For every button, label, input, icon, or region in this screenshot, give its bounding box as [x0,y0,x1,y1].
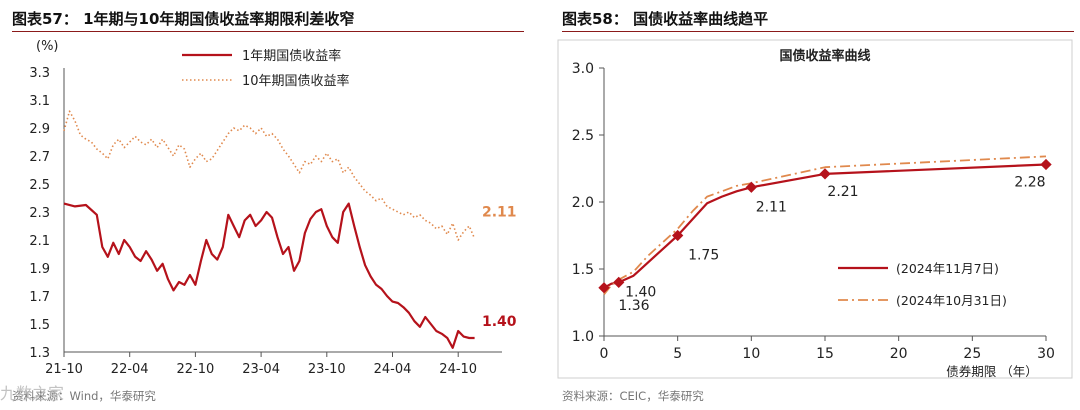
y-tick-label: 2.3 [29,206,50,221]
plot-frame [557,39,1073,379]
y-tick-label: 1.7 [29,290,50,305]
series-oct31-curve [603,155,1047,296]
series-1y-yield-line [63,202,475,349]
x-tick-label: 5 [673,346,682,362]
x-tick-label: 23-10 [308,362,346,377]
right-source-note: 资料来源：CEIC，华泰研究 [562,389,704,403]
legend-label-1y: 1年期国债收益率 [242,48,341,64]
watermark-logo: 九数之家 [0,384,65,403]
x-axis-title: 债券期限 （年） [946,364,1037,379]
x-tick-label: 21-10 [45,362,83,377]
right-figure-title: 图表58： 国债收益率曲线趋平 [562,10,769,28]
left-line-chart: (%) 1.3 1.5 1.7 1.9 2.1 2.3 2.5 2.7 2.9 3.1 3.3 21-1… [29,39,517,377]
x-tick-label: 24-10 [439,362,477,377]
data-point-marker [819,168,831,180]
x-tick-label: 15 [816,346,834,362]
legend-label-oct31: (2024年10月31日) [896,293,1007,308]
y-tick-label: 1.5 [29,318,50,333]
x-tick-label: 24-04 [374,362,412,377]
y-tick-label: 2.9 [29,122,50,137]
data-label: 1.75 [688,248,719,264]
x-tick-label: 20 [890,346,908,362]
series-10y-yield-line [63,110,476,241]
x-tick-label: 10 [742,346,760,362]
y-tick-label: 2.5 [572,128,594,144]
y-tick-label: 3.3 [29,66,50,81]
y-tick-label: 3.0 [572,61,594,77]
x-tick-label: 25 [963,346,981,362]
x-tick-label: 22-10 [177,362,215,377]
right-figure-panel: 图表58： 国债收益率曲线趋平 国债收益率曲线 1.0 1.5 2.0 2.5 3.0 0 5… [550,0,1080,410]
y-tick-label: 3.1 [29,94,50,109]
data-label: 1.36 [618,298,649,314]
data-point-marker [1040,158,1052,171]
x-tick-label: 0 [600,346,609,362]
chart-title: 国债收益率曲线 [779,48,870,64]
data-point-marker [598,282,610,294]
x-tick-label: 30 [1037,346,1055,362]
y-tick-label: 2.0 [572,195,594,211]
x-tick-label: 22-04 [111,362,149,377]
y-tick-label: 2.7 [29,150,50,165]
legend-label-nov7: (2024年11月7日) [896,261,999,276]
data-label: 1.40 [625,284,656,300]
y-unit-label: (%) [36,39,59,54]
end-label-1y: 1.40 [482,314,517,330]
left-title-rule [12,31,524,32]
right-title-rule [562,31,1074,32]
left-figure-title: 图表57： 1年期与10年期国债收益率期限利差收窄 [12,10,355,28]
y-tick-label: 2.5 [29,178,50,193]
y-tick-label: 1.9 [29,262,50,277]
data-label: 2.28 [1014,174,1045,190]
y-tick-label: 1.3 [29,346,50,361]
legend-label-10y: 10年期国债收益率 [242,73,350,89]
y-tick-label: 1.0 [572,329,594,345]
end-label-10y: 2.11 [482,205,517,221]
left-source-note: 资料来源：Wind，华泰研究 [12,389,156,403]
y-tick-label: 1.5 [572,262,594,278]
data-label: 2.11 [756,199,787,215]
x-tick-label: 23-04 [242,362,280,377]
y-tick-label: 2.1 [29,234,50,249]
left-figure-panel: 图表57： 1年期与10年期国债收益率期限利差收窄 (%) 1.3 1.5 1.7 1.… [0,0,530,410]
data-label: 2.21 [827,184,858,200]
